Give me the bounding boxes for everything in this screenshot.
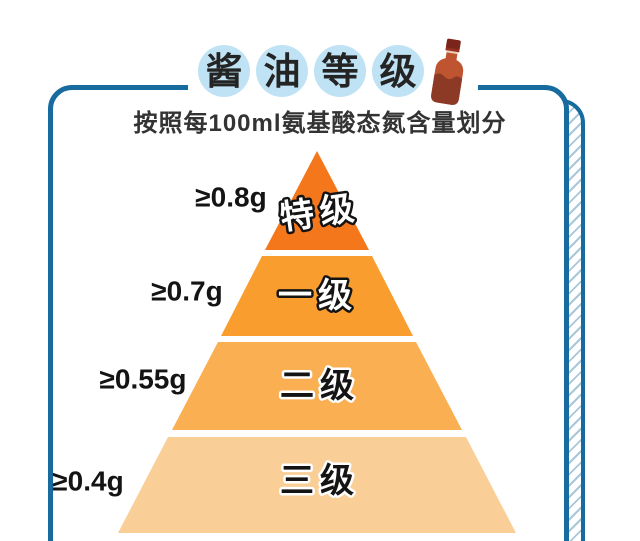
soy-sauce-bottle-icon	[425, 36, 473, 107]
threshold-label-first: ≥0.7g	[151, 276, 222, 307]
threshold-label-third: ≥0.4g	[52, 466, 123, 497]
title-char-1: 酱	[205, 50, 243, 92]
title-row: 酱 油 等 级	[188, 38, 478, 105]
pyramid-tier-special	[265, 151, 369, 250]
tier-label-special: 特级	[278, 189, 363, 238]
title-char-circle-3: 等	[314, 45, 366, 97]
title-char-circle-1: 酱	[198, 45, 250, 97]
threshold-label-second: ≥0.55g	[100, 364, 187, 395]
title-char-circle-2: 油	[256, 45, 308, 97]
title-char-circle-4: 级	[372, 45, 424, 97]
title-char-2: 油	[263, 50, 301, 92]
tier-label-first: 一级	[278, 277, 358, 315]
title-char-3: 等	[321, 50, 359, 92]
soy-sauce-bottle-svg	[431, 38, 464, 105]
pyramid-tier-first	[221, 256, 413, 336]
threshold-label-special: ≥0.8g	[195, 182, 266, 213]
tier-label-third: 三级	[280, 462, 360, 500]
subtitle: 按照每100ml氨基酸态氮含量划分	[133, 110, 507, 137]
tier-label-second: 二级	[280, 367, 360, 405]
title-char-4: 级	[379, 50, 417, 92]
pyramid-tier-second	[172, 342, 462, 430]
pyramid-tier-third	[118, 437, 516, 533]
